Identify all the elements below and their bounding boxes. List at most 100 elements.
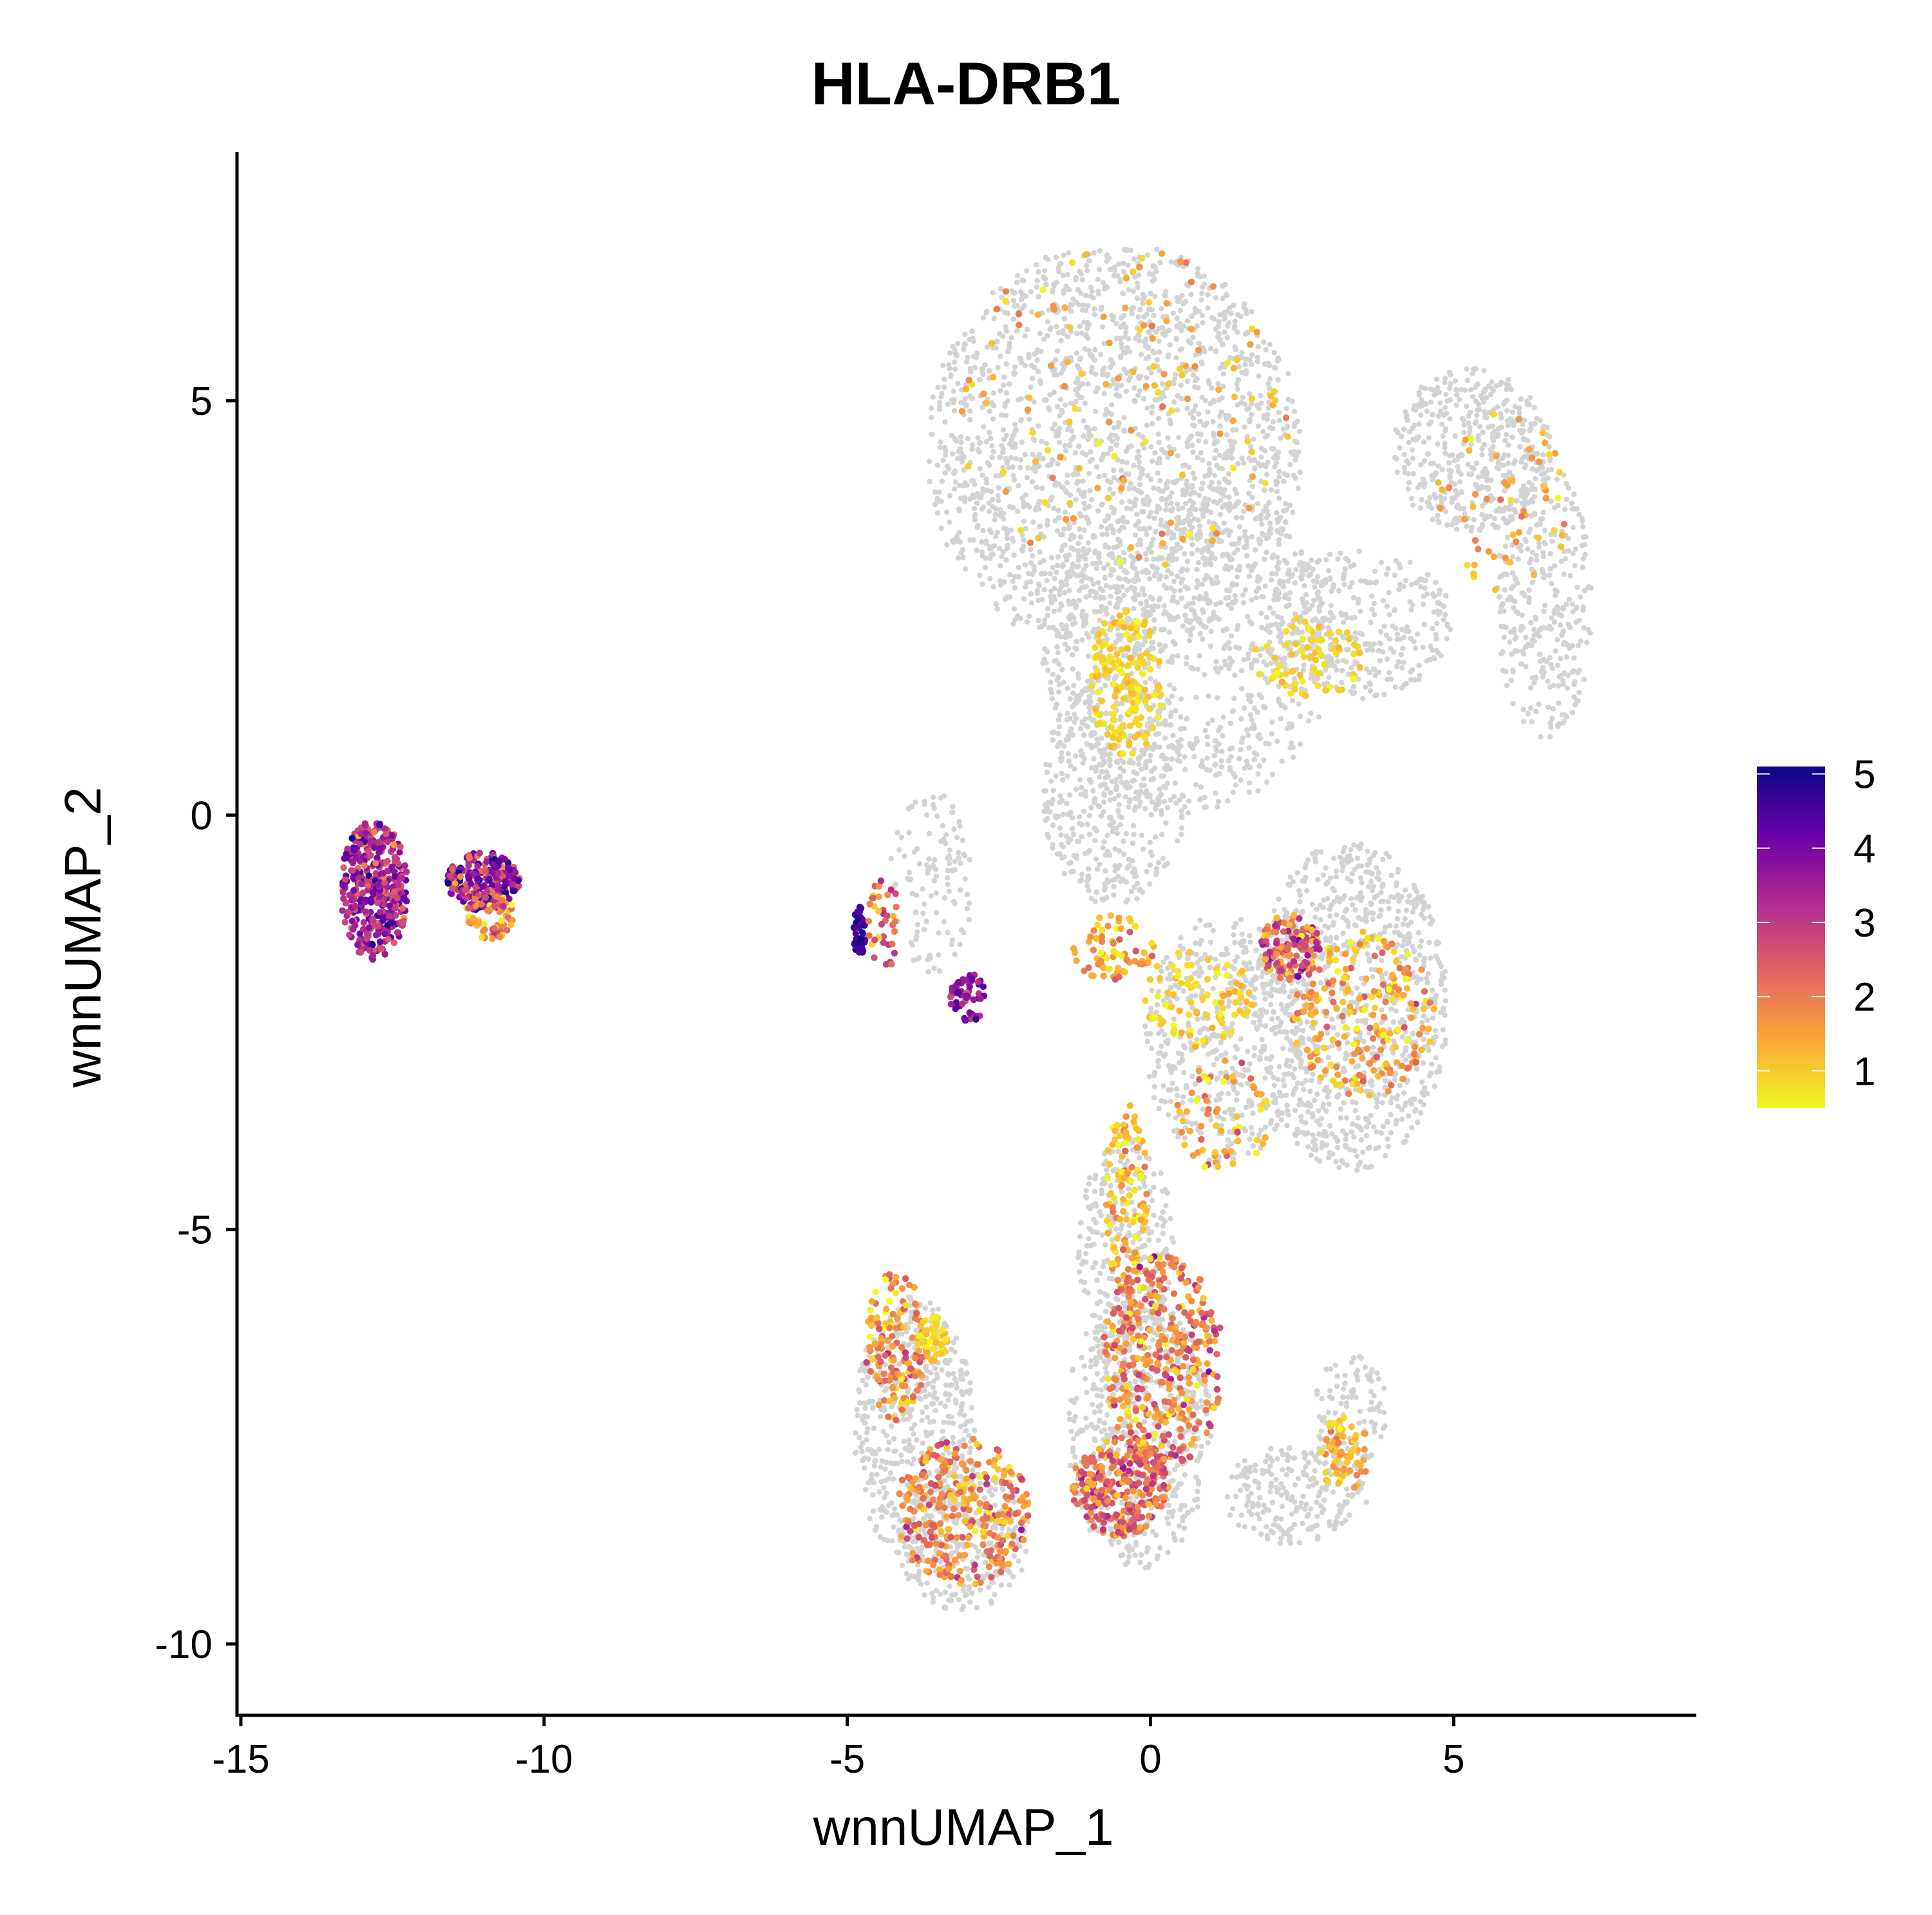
cell-point <box>1571 668 1577 674</box>
cell-point <box>1330 886 1336 891</box>
cell-point <box>1208 643 1213 649</box>
cell-point <box>1193 694 1199 701</box>
cell-point <box>1340 657 1346 663</box>
cell-point <box>1003 432 1010 439</box>
cell-point <box>936 489 942 495</box>
cell-point <box>1401 584 1406 589</box>
cell-point <box>1304 888 1310 894</box>
cell-point <box>1511 461 1517 466</box>
cell-point <box>1153 329 1159 335</box>
cell-point <box>1162 289 1169 294</box>
cell-point <box>1318 980 1324 986</box>
cell-point <box>1227 746 1233 752</box>
cell-point <box>1557 622 1564 628</box>
cell-point <box>1404 413 1410 419</box>
cell-point <box>1379 958 1385 964</box>
cell-point <box>1222 566 1228 572</box>
cell-point <box>1341 571 1347 576</box>
cell-point <box>1276 542 1282 548</box>
cell-point <box>1092 899 1098 904</box>
cell-point <box>1340 1018 1346 1025</box>
cell-point <box>1249 661 1255 667</box>
cell-point <box>1124 615 1131 621</box>
cell-point <box>1216 330 1222 337</box>
cell-point <box>1077 777 1083 783</box>
cell-point <box>970 335 976 341</box>
cell-point <box>1125 578 1132 584</box>
cell-point <box>1488 447 1493 453</box>
cell-point <box>1207 616 1213 622</box>
cell-point <box>1141 395 1147 402</box>
cell-point <box>1101 565 1107 571</box>
cell-point <box>933 866 939 873</box>
cell-point <box>1334 658 1341 664</box>
cell-point <box>1263 503 1269 510</box>
cell-point <box>1536 701 1542 707</box>
cell-point <box>1050 426 1056 432</box>
cell-point <box>1393 625 1399 631</box>
cell-point <box>1264 779 1270 785</box>
cell-point <box>1028 546 1034 553</box>
cell-point <box>945 929 951 935</box>
cell-point <box>1510 570 1515 576</box>
cell-point <box>1251 757 1257 763</box>
cell-point <box>1314 877 1321 882</box>
cell-point <box>1144 868 1150 875</box>
cell-point <box>1261 487 1267 493</box>
cell-point <box>1114 830 1121 837</box>
cell-point <box>1059 770 1065 777</box>
cell-point <box>1245 692 1251 698</box>
cell-point <box>1378 907 1384 913</box>
cell-point <box>1447 372 1454 377</box>
cell-point <box>1255 788 1261 794</box>
cell-point <box>980 371 986 377</box>
cell-point <box>1058 832 1064 838</box>
cell-point <box>1434 939 1440 945</box>
cell-point <box>1245 656 1251 662</box>
cell-point <box>1556 700 1562 706</box>
cell-point <box>1131 777 1137 784</box>
cell-point <box>1286 602 1293 608</box>
cell-point <box>1177 587 1184 593</box>
cell-point <box>1028 384 1034 390</box>
cell-point <box>1490 423 1495 429</box>
cell-point <box>1394 663 1400 669</box>
cell-point <box>1378 641 1383 647</box>
cell-point <box>989 454 995 461</box>
cell-point <box>1480 429 1486 435</box>
cell-point <box>1123 899 1129 905</box>
cell-point <box>1264 615 1269 620</box>
cell-point <box>1131 256 1137 262</box>
cell-point <box>958 455 964 462</box>
cell-point <box>1449 499 1455 505</box>
cell-point <box>1012 616 1018 623</box>
cell-point <box>1148 542 1155 549</box>
cell-point <box>1157 455 1162 462</box>
cell-point <box>1399 1116 1405 1122</box>
cell-point <box>1077 534 1084 540</box>
cell-point <box>1352 661 1358 667</box>
cell-point <box>1001 374 1007 380</box>
cell-point <box>1508 416 1513 422</box>
cell-point <box>1368 879 1374 884</box>
cell-point <box>980 581 985 587</box>
cell-point <box>1124 505 1130 511</box>
cell-point <box>1111 468 1117 473</box>
cell-point <box>1388 1130 1394 1136</box>
cell-point <box>1262 448 1268 453</box>
cell-point <box>1388 645 1394 651</box>
cell-point <box>954 835 960 841</box>
cell-point <box>1267 528 1273 533</box>
cell-point <box>1287 590 1293 596</box>
cell-point <box>940 363 946 368</box>
cell-point <box>1055 528 1061 534</box>
cell-point <box>1132 397 1137 404</box>
cell-point <box>1085 381 1091 387</box>
cell-point <box>1218 764 1224 770</box>
cell-point <box>1057 712 1063 718</box>
cell-point <box>1087 488 1093 493</box>
cell-point <box>928 893 934 899</box>
cell-point <box>1121 593 1127 598</box>
cell-point <box>1088 294 1094 300</box>
cell-point <box>1159 495 1165 502</box>
